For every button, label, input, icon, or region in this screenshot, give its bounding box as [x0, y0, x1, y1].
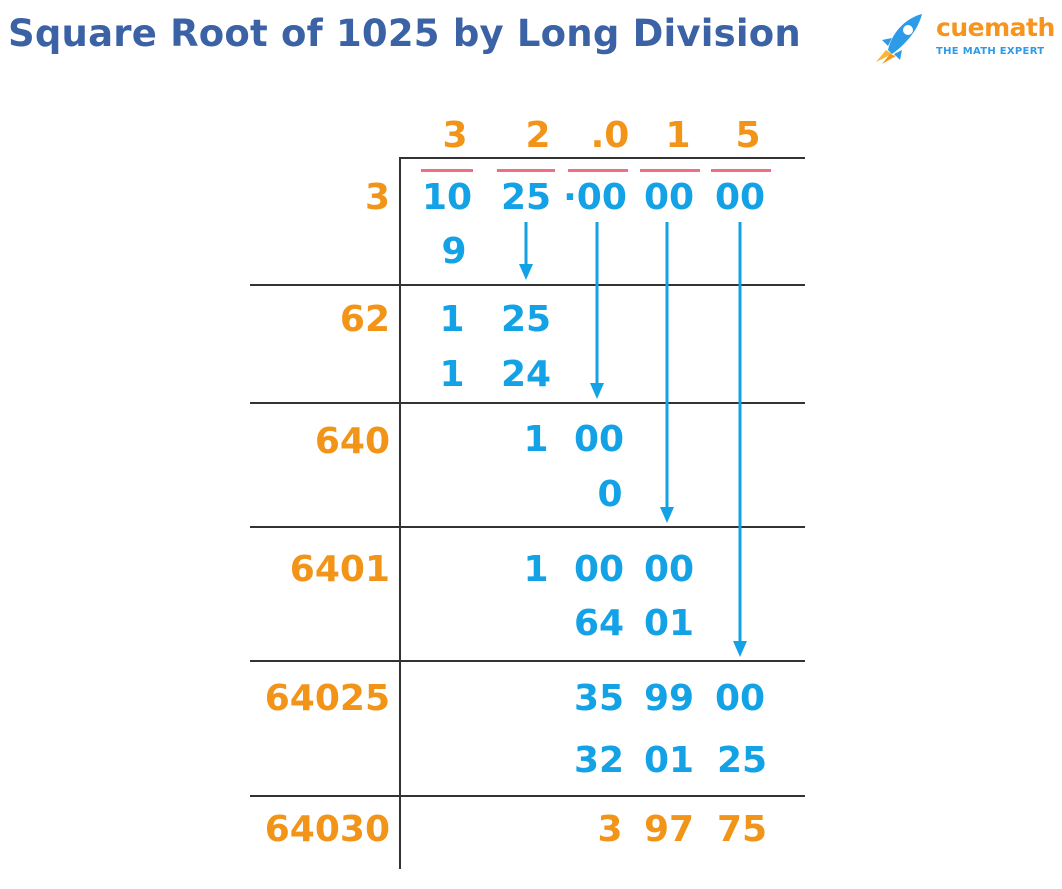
cuemath-logo: cuemath THE MATH EXPERT [872, 10, 1058, 66]
step-separator [250, 284, 805, 286]
arrow-head [590, 383, 604, 399]
working-value: 00 [573, 419, 625, 460]
digit-pair-bar [497, 169, 555, 172]
arrow-head [733, 641, 747, 657]
divisor: 640 [314, 421, 390, 462]
working-value: 35 [573, 678, 625, 719]
dividend-group: 00 [643, 177, 695, 218]
working-value: 99 [643, 678, 695, 719]
arrow-head [660, 507, 674, 523]
subtract-value: 24 [500, 354, 552, 395]
dividend-group: 00 [714, 177, 766, 218]
remainder-value: 75 [716, 809, 768, 850]
subtract-value: 25 [716, 740, 768, 781]
step-separator [250, 526, 805, 528]
working-value: 25 [500, 299, 552, 340]
divisor: 64025 [264, 678, 390, 719]
dividend-group: 25 [500, 177, 552, 218]
brand-name: cuemath [936, 13, 1055, 42]
step-separator [250, 795, 805, 797]
working-value: 00 [714, 678, 766, 719]
subtract-value: 64 [573, 603, 625, 644]
working-value: 00 [573, 549, 625, 590]
dividend-group: 10 [421, 177, 473, 218]
digit-pair-bar [711, 169, 771, 172]
divisor: 64030 [264, 809, 390, 850]
remainder-value: 3 [597, 809, 623, 850]
dividend-group: ·00 [563, 177, 627, 218]
divisor: 62 [339, 299, 390, 340]
digit-pair-bar [568, 169, 628, 172]
quotient-digit: 1 [665, 115, 691, 156]
quotient-digit: 3 [442, 115, 468, 156]
digit-pair-bar [640, 169, 700, 172]
division-vertical-rule [399, 158, 401, 869]
subtract-value: 0 [597, 474, 623, 515]
quotient-digit: 2 [525, 115, 551, 156]
working-value: 1 [523, 419, 549, 460]
subtract-value: 9 [441, 231, 467, 272]
working-value: 1 [439, 299, 465, 340]
digit-pair-bar [421, 169, 473, 172]
subtract-value: 32 [573, 740, 625, 781]
working-value: 00 [643, 549, 695, 590]
division-top-rule [399, 157, 805, 159]
rocket-icon [876, 14, 922, 64]
subtract-value: 1 [439, 354, 465, 395]
step-separator [250, 660, 805, 662]
step-separator [250, 402, 805, 404]
subtract-value: 01 [643, 603, 695, 644]
subtract-value: 01 [643, 740, 695, 781]
brand-tagline: THE MATH EXPERT [936, 46, 1045, 57]
remainder-value: 97 [643, 809, 695, 850]
divisor: 3 [364, 177, 390, 218]
divisor: 6401 [289, 549, 390, 590]
arrow-head [519, 264, 533, 280]
quotient-digit: 5 [735, 115, 761, 156]
working-value: 1 [523, 549, 549, 590]
quotient-digit: .0 [590, 115, 630, 156]
page-title: Square Root of 1025 by Long Division [8, 12, 801, 55]
